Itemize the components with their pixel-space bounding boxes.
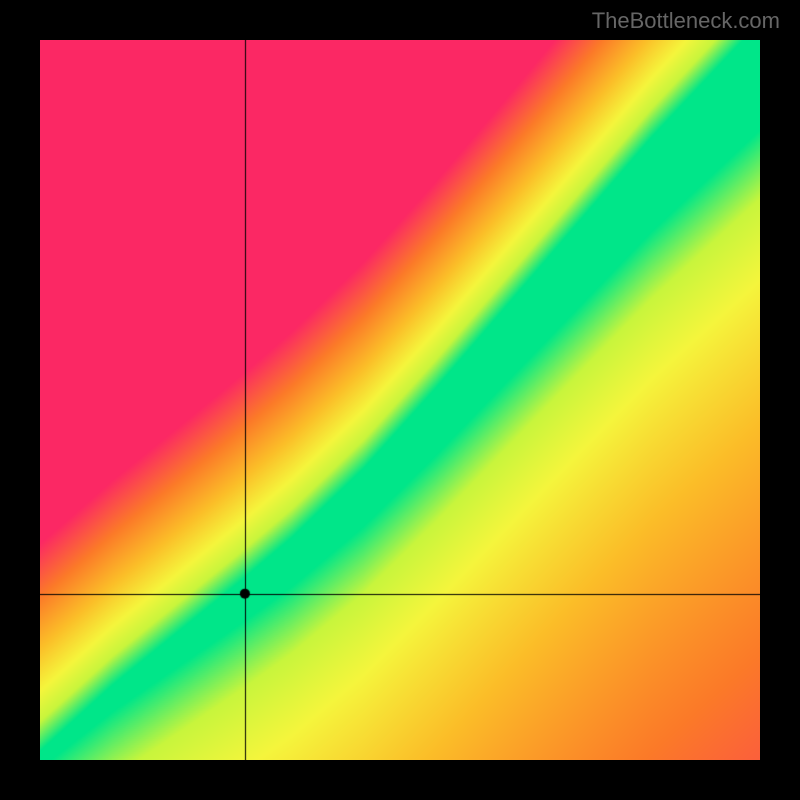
heatmap-plot — [40, 40, 760, 760]
watermark-text: TheBottleneck.com — [592, 8, 780, 34]
heatmap-canvas — [40, 40, 760, 760]
